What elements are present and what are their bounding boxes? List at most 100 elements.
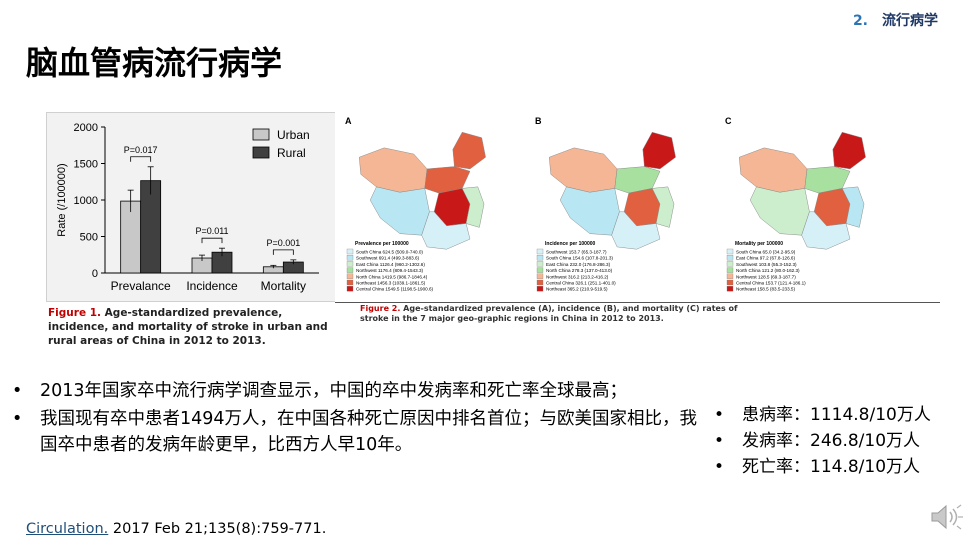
map-legend-swatch xyxy=(346,267,354,273)
stat-mortality: 死亡率：114.8/10万人 xyxy=(712,454,972,480)
map-region-ne xyxy=(642,131,676,170)
map-legend-swatch xyxy=(346,273,354,279)
section-label: 流行病学 xyxy=(882,13,938,29)
y-tick-label: 1500 xyxy=(74,159,98,171)
map-legend-swatch xyxy=(726,273,734,279)
map-legend-swatch xyxy=(346,286,354,292)
maps-svg: A Prevalence per 100000 South China 624.5 … xyxy=(345,116,866,292)
y-tick-label: 500 xyxy=(80,232,98,244)
figure1-bar-chart: 0 500 1000 1500 2000 Rate (/100000) Prevalance… xyxy=(46,112,346,302)
map-legend-swatch xyxy=(346,261,354,267)
figure2-caption-label: Figure 2. xyxy=(360,304,401,313)
map-legend-entry: Northeast 1456.3 (1039.1-1861.5) xyxy=(356,281,426,286)
map-legend-entry: Northeast 365.2 (210.9-519.5) xyxy=(546,287,608,292)
map-region-nw xyxy=(548,147,618,193)
legend-label: Urban xyxy=(277,128,310,142)
figure1-caption-label: Figure 1. xyxy=(48,307,102,319)
map-legend-entry: North China 278.3 (137.0-413.0) xyxy=(546,268,613,273)
map-legend-entry: Southwest 103.8 (55.3-152.3) xyxy=(736,262,797,267)
significance-bracket xyxy=(272,249,294,255)
map-legend-entry: Central China 326.1 (251.1-401.0) xyxy=(546,281,616,286)
y-tick-label: 2000 xyxy=(74,122,98,134)
map-legend-entry: East China 97.2 (67.8-126.6) xyxy=(736,256,795,261)
china-map xyxy=(548,131,676,250)
map-region-sw xyxy=(369,186,430,236)
map-legend-swatch xyxy=(346,255,354,261)
figure2-maps: A Prevalence per 100000 South China 624.5 … xyxy=(335,112,940,303)
map-legend-entry: Southwest 153.7 (65.3-187.7) xyxy=(546,250,607,255)
map-legend-swatch xyxy=(536,267,544,273)
map-legend-swatch xyxy=(536,261,544,267)
map-panel-b: B Incidence per 100000 Southwest 153.7 (65… xyxy=(535,116,676,292)
map-legend-swatch xyxy=(726,261,734,267)
map-legend-swatch xyxy=(726,286,734,292)
citation-journal-link[interactable]: Circulation. xyxy=(26,521,109,537)
map-legend-entry: Southwest 691.4 (499.3-883.6) xyxy=(356,256,420,261)
stat-incidence: 发病率：246.8/10万人 xyxy=(712,428,972,454)
map-legend-entry: South China 624.5 (509.0-740.0) xyxy=(356,250,423,255)
map-legend-swatch xyxy=(536,255,544,261)
x-tick-label: Incidence xyxy=(186,279,238,293)
map-region-nw xyxy=(358,147,428,193)
map-legend-swatch xyxy=(346,248,354,255)
map-legend-entry: Central China 1549.5 (1198.5-1900.6) xyxy=(356,287,434,292)
map-legend-swatch xyxy=(726,255,734,261)
map-legend-swatch xyxy=(536,286,544,292)
map-region-s xyxy=(611,211,661,250)
map-legend-entry: Northeast 158.5 (83.5-233.5) xyxy=(736,287,795,292)
map-panel-c: C Mortality per 100000 South China 65.0 (3… xyxy=(725,116,866,292)
map-legend-entry: North China 121.2 (80.0-162.3) xyxy=(736,268,800,273)
bullet-item: 2013年国家卒中流行病学调查显示，中国的卒中发病率和死亡率全球最高； xyxy=(12,378,702,404)
map-legend-entry: South China 65.0 (34.2-95.9) xyxy=(736,250,796,255)
map-legend-swatch xyxy=(726,248,734,255)
citation: Circulation. 2017 Feb 21;135(8):759-771. xyxy=(26,521,326,537)
map-region-ne xyxy=(452,131,486,170)
map-region-e xyxy=(461,186,485,228)
map-legend-entry: South China 154.6 (107.8-201.3) xyxy=(546,256,613,261)
map-legend-swatch xyxy=(536,273,544,279)
bullet-item: 我国现有卒中患者1494万人，在中国各种死亡原因中排名首位；与欧美国家相比，我国… xyxy=(12,406,702,458)
citation-details: 2017 Feb 21;135(8):759-771. xyxy=(108,521,327,537)
map-region-s xyxy=(801,211,851,250)
map-region-sw xyxy=(749,186,810,236)
map-panel-a: A Prevalence per 100000 South China 624.5 … xyxy=(345,116,486,292)
map-legend-swatch xyxy=(346,279,354,286)
section-number: 2. xyxy=(852,13,868,29)
map-legend-title: Prevalence per 100000 xyxy=(355,241,409,247)
significance-bracket xyxy=(201,237,223,244)
map-legend-title: Mortality per 100000 xyxy=(735,241,783,247)
map-region-sw xyxy=(559,186,620,236)
figure2-caption: Figure 2. Age-standardized prevalence (A… xyxy=(360,304,740,324)
map-legend-entry: North China 1419.5 (986.7-1846.4) xyxy=(356,274,428,279)
slide-title: 脑血管病流行病学 xyxy=(26,44,283,82)
main-bullet-list: 2013年国家卒中流行病学调查显示，中国的卒中发病率和死亡率全球最高； 我国现有… xyxy=(12,378,702,460)
significance-bracket xyxy=(130,156,152,162)
map-panel-label: B xyxy=(535,116,542,126)
map-region-ne xyxy=(832,131,866,170)
p-value-label: P=0.011 xyxy=(195,226,228,236)
y-axis-label: Rate (/100000) xyxy=(56,163,68,236)
stats-bullet-list: 患病率：1114.8/10万人 发病率：246.8/10万人 死亡率：114.8… xyxy=(712,402,972,480)
legend-swatch xyxy=(252,146,270,159)
map-legend-swatch xyxy=(536,279,544,286)
map-legend-entry: East China 1126.4 (960.2-1302.6) xyxy=(356,262,425,267)
map-legend-swatch xyxy=(726,267,734,273)
legend-label: Rural xyxy=(277,146,306,160)
map-legend-entry: Northwest 128.5 (69.3-187.7) xyxy=(736,274,796,279)
speaker-icon[interactable] xyxy=(930,502,964,532)
map-region-e xyxy=(841,186,865,228)
bar-chart-svg: 0 500 1000 1500 2000 Rate (/100000) Prevalance… xyxy=(56,122,319,293)
map-legend-entry: Central China 153.7 (121.4-186.1) xyxy=(736,281,806,286)
y-tick-label: 1000 xyxy=(74,195,98,207)
figure1-caption-text: Age-standardized prevalence, incidence, … xyxy=(48,307,328,347)
map-panel-label: C xyxy=(725,116,732,126)
map-region-s xyxy=(421,211,471,250)
map-legend-entry: East China 232.0 (176.8-286.3) xyxy=(546,262,611,267)
china-map xyxy=(358,131,486,250)
x-tick-label: Mortality xyxy=(261,279,306,293)
section-tag: 2. 流行病学 xyxy=(853,10,938,30)
stat-prevalence: 患病率：1114.8/10万人 xyxy=(712,402,972,428)
map-region-e xyxy=(651,186,675,228)
map-legend-entry: Northwest 316.2 (213.2-416.2) xyxy=(546,274,609,279)
map-legend-swatch xyxy=(726,279,734,286)
